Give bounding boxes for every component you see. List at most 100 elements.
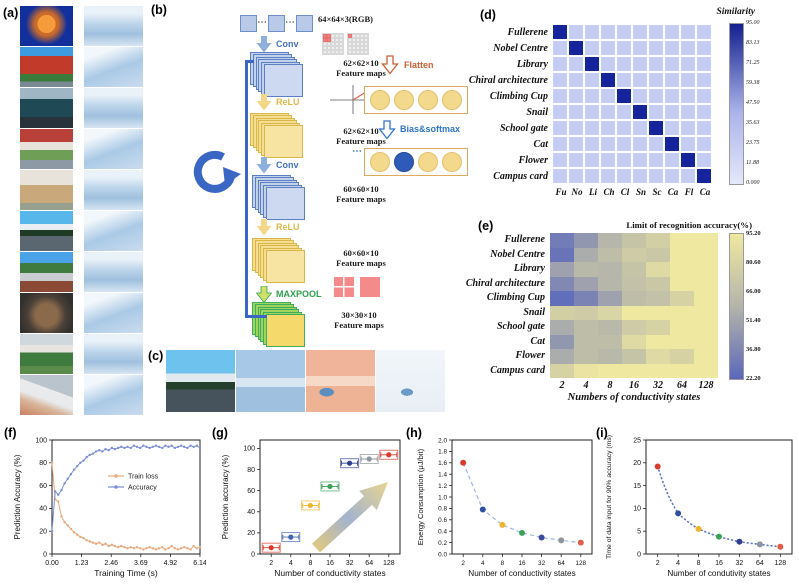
heatmap-cell — [550, 247, 574, 262]
svg-text:3.69: 3.69 — [134, 560, 148, 567]
row-label: Flower — [518, 155, 548, 166]
maxpool-kernel-icon-2 — [360, 277, 380, 297]
heatmap-cell — [633, 89, 647, 103]
heatmap-cell — [574, 305, 598, 320]
col-label: Cl — [620, 187, 630, 197]
kernel-cell — [327, 34, 331, 38]
heatmap-cell — [569, 153, 583, 167]
heatmap-cell — [681, 137, 695, 151]
heatmap-cell — [569, 137, 583, 151]
heatmap-cell — [670, 305, 694, 320]
svg-text:64: 64 — [365, 560, 373, 567]
heatmap-cell — [646, 334, 670, 349]
row-label: Chiral architecture — [465, 277, 545, 289]
heatmap-cell — [553, 25, 567, 39]
chart-i-time-vs-states: 0 5 10 15 20 25 2 4 8 16 32 64 128 Number of condutiv… — [606, 435, 793, 578]
kernel-cell — [348, 34, 352, 38]
svg-text:Train loss: Train loss — [128, 474, 159, 481]
heatmap-cell — [617, 153, 631, 167]
snail-feature-blue — [236, 350, 305, 412]
kernel-cell — [360, 34, 364, 38]
heatmap-cell — [681, 73, 695, 87]
heatmap-cell — [681, 121, 695, 135]
svg-text:25: 25 — [633, 437, 641, 444]
heatmap-cell — [697, 41, 711, 55]
sketch-nobel-centre — [84, 47, 143, 87]
kernel-cell — [364, 42, 368, 46]
svg-text:15: 15 — [633, 483, 641, 490]
colorbar-tick: 51.40 — [746, 317, 761, 324]
fm1-size: 62×62×10 — [343, 58, 379, 68]
heatmap-cell — [646, 305, 670, 320]
heatmap-cell — [697, 121, 711, 135]
heatmap-cell — [617, 41, 631, 55]
maxpool-label: MAXPOOL — [276, 289, 322, 299]
heatmap-cell — [550, 233, 574, 248]
col-label: 64 — [677, 380, 687, 391]
svg-text:40: 40 — [39, 506, 47, 513]
dots-2: ⋯ — [285, 17, 296, 28]
heatmap-cell — [670, 247, 694, 262]
similarity-heatmap — [553, 25, 711, 183]
heatmap-cell — [681, 169, 695, 183]
colorbar-tick: 11.88 — [746, 160, 760, 166]
sketch-snail — [84, 211, 143, 251]
heatmap-cell — [633, 153, 647, 167]
heatmap-cell — [670, 291, 694, 306]
kernel-cell — [335, 34, 339, 38]
heatmap-cell — [585, 121, 599, 135]
heatmap-cell — [670, 363, 694, 378]
heatmap-cell — [550, 363, 574, 378]
heatmap-cell — [646, 276, 670, 291]
row-label: Cat — [530, 335, 545, 347]
photo-library — [20, 88, 73, 128]
heatmap-cell — [649, 137, 663, 151]
feature-map-layer — [264, 64, 303, 97]
heatmap-cell — [622, 233, 646, 248]
svg-text:Energy Consumption (μJ/bit): Energy Consumption (μJ/bit) — [416, 448, 425, 545]
feature-maps-label-5: 30×30×10 Feature maps — [320, 310, 398, 330]
fm3-size: 60×60×10 — [343, 184, 379, 194]
svg-text:Time of data input for 90% acc: Time of data input for 90% accuracy (ms) — [606, 435, 613, 559]
heatmap-cell — [569, 25, 583, 39]
colorbar-tick: 59.38 — [746, 80, 760, 86]
heatmap-cell — [670, 262, 694, 277]
row-label: Climbing Cup — [486, 292, 545, 303]
svg-text:Prediction accuracy (%): Prediction accuracy (%) — [221, 454, 230, 539]
kernel-cell — [335, 42, 339, 46]
heatmap-cell — [694, 262, 718, 277]
loop-bracket-bottom — [245, 315, 267, 318]
svg-text:4: 4 — [289, 560, 293, 567]
heatmap-cell — [550, 334, 574, 349]
svg-text:Number of condutivity states: Number of condutivity states — [667, 569, 770, 578]
svg-text:100: 100 — [35, 437, 47, 444]
row-label: Snail — [526, 107, 548, 118]
sketch-campus-card — [84, 375, 143, 415]
svg-text:0.4: 0.4 — [438, 529, 447, 536]
svg-text:60: 60 — [39, 483, 47, 490]
snail-feature-pale — [376, 350, 445, 412]
heatmap-cell — [585, 153, 599, 167]
heatmap-cell — [585, 41, 599, 55]
heatmap-cell — [633, 73, 647, 87]
heatmap-cell — [694, 247, 718, 262]
row-label: Cat — [533, 139, 548, 150]
heatmap-cell — [649, 153, 663, 167]
heatmap-cell — [622, 320, 646, 335]
row-label: Campus card — [493, 171, 548, 182]
row-label: Snail — [523, 306, 545, 318]
svg-text:0: 0 — [637, 551, 641, 558]
heatmap-cell — [622, 291, 646, 306]
svg-text:128: 128 — [575, 560, 586, 567]
chart-h-energy-vs-states: 0.0 0.2 0.4 0.6 0.8 1.0 1.2 1.4 1.6 1.8 2.0 2 4 8 16 32… — [416, 437, 593, 578]
heatmap-cell — [569, 121, 583, 135]
heatmap-cell — [569, 89, 583, 103]
kernel-cell — [348, 38, 352, 42]
heatmap-cell — [601, 169, 615, 183]
heatmap-cell — [622, 363, 646, 378]
colorbar-tick: 36.80 — [746, 346, 761, 353]
svg-text:4: 4 — [481, 560, 485, 567]
heatmap-cell — [598, 247, 622, 262]
svg-text:1.4: 1.4 — [438, 472, 447, 479]
